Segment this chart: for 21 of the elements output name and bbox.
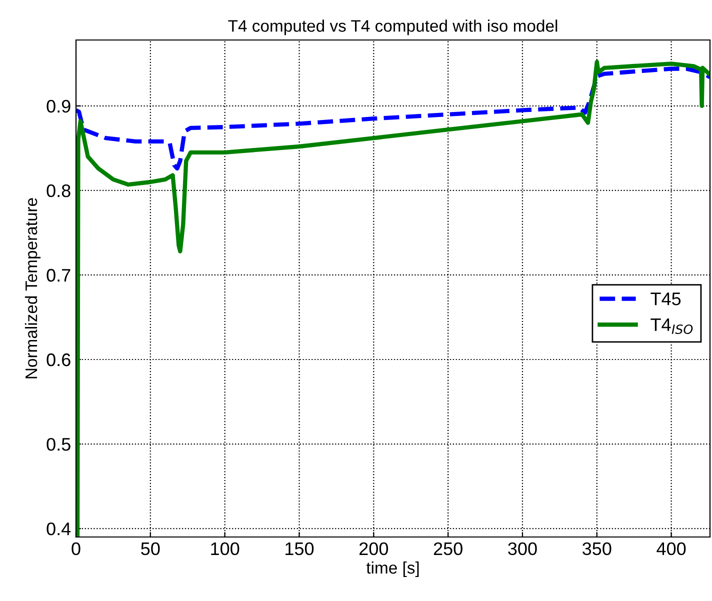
y-tick-label: 0.7 (46, 268, 70, 282)
y-axis-title: Normalized Temperature (24, 198, 40, 378)
x-tick-label: 0 (72, 542, 80, 556)
legend-label: T4$_{ISO}$ (650, 318, 693, 334)
chart-title: T4 computed vs T4 computed with iso model (228, 20, 558, 36)
x-tick-label: 300 (508, 542, 537, 556)
x-tick-label: 100 (211, 542, 240, 556)
y-tick-label: 0.9 (46, 100, 70, 113)
y-tick-label: 0.6 (46, 353, 70, 366)
x-tick-label: 150 (286, 542, 314, 556)
y-tick-label: 0.8 (46, 184, 70, 198)
x-tick-label: 50 (141, 542, 160, 556)
x-tick-label: 200 (360, 542, 388, 556)
x-tick-label: 250 (434, 542, 462, 556)
y-tick-label: 0.4 (46, 522, 71, 536)
y-tick-label: 0.5 (46, 438, 70, 451)
x-axis-title: time [s] (366, 561, 419, 578)
line-series (76, 66, 710, 171)
x-tick-label: 400 (656, 542, 686, 556)
legend-label: T45 (650, 292, 681, 306)
x-tick-label: 350 (582, 542, 612, 556)
